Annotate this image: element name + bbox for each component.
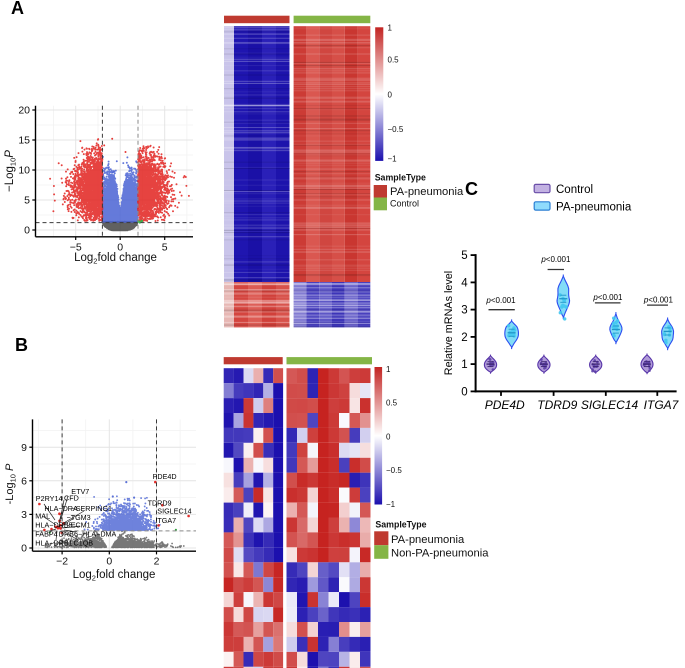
svg-text:0: 0 (21, 543, 27, 555)
svg-text:Log2fold change: Log2fold change (73, 569, 156, 583)
svg-text:ITGA7: ITGA7 (155, 516, 176, 525)
svg-text:p<0.001: p<0.001 (643, 296, 674, 305)
svg-text:1: 1 (386, 365, 391, 374)
svg-text:3: 3 (21, 509, 27, 521)
svg-text:10: 10 (18, 165, 30, 177)
svg-text:ITGA7: ITGA7 (644, 398, 680, 412)
svg-text:TDRD9: TDRD9 (148, 498, 172, 507)
svg-text:SIGLEC14: SIGLEC14 (157, 507, 191, 516)
svg-text:0: 0 (388, 91, 393, 100)
svg-text:DRB6−HLA−DMA: DRB6−HLA−DMA (59, 530, 117, 539)
svg-text:−SERPING1: −SERPING1 (72, 504, 113, 513)
svg-text:2: 2 (154, 556, 160, 568)
svg-text:−ECM1: −ECM1 (67, 521, 91, 530)
svg-text:PDE4D: PDE4D (153, 472, 177, 481)
svg-text:TDRD9: TDRD9 (537, 398, 577, 412)
svg-text:1: 1 (388, 24, 393, 33)
svg-text:0: 0 (461, 386, 467, 398)
svg-text:PA-pneumonia: PA-pneumonia (556, 201, 632, 213)
svg-text:C: C (465, 179, 478, 199)
svg-text:Non-PA-pneumonia: Non-PA-pneumonia (391, 548, 489, 560)
svg-text:5: 5 (162, 241, 168, 253)
svg-text:20: 20 (18, 105, 30, 117)
svg-text:A: A (11, 0, 24, 18)
svg-text:9: 9 (21, 442, 27, 454)
svg-text:SampleType: SampleType (375, 520, 426, 530)
svg-text:PDE4D: PDE4D (485, 398, 525, 412)
svg-text:6: 6 (21, 475, 27, 487)
svg-text:3: 3 (461, 305, 467, 317)
svg-text:0.5: 0.5 (388, 56, 400, 65)
svg-text:HLA−DRA: HLA−DRA (44, 504, 78, 513)
svg-text:15: 15 (18, 135, 30, 147)
svg-text:p<0.001: p<0.001 (485, 296, 516, 305)
svg-text:0: 0 (117, 241, 123, 253)
svg-text:−1: −1 (388, 155, 398, 164)
svg-text:Log2fold change: Log2fold change (74, 252, 157, 266)
svg-text:SampleType: SampleType (375, 173, 426, 183)
svg-text:0.5: 0.5 (386, 399, 398, 408)
svg-text:−0.5: −0.5 (386, 466, 402, 475)
svg-text:FABP4: FABP4 (35, 530, 57, 539)
svg-text:P2RY14: P2RY14 (36, 494, 63, 503)
svg-text:C1QB: C1QB (74, 539, 94, 548)
svg-text:0: 0 (106, 556, 112, 568)
svg-text:0: 0 (24, 225, 30, 237)
svg-text:−TGM3: −TGM3 (67, 513, 91, 522)
svg-text:4: 4 (461, 277, 468, 289)
svg-text:−Log10P: −Log10P (4, 150, 18, 192)
svg-text:-Log10 P: -Log10 P (4, 463, 18, 504)
svg-text:PA-pneumonia: PA-pneumonia (390, 186, 464, 198)
svg-text:p<0.001: p<0.001 (540, 255, 571, 264)
svg-text:−0.5: −0.5 (388, 125, 404, 134)
svg-text:SIGLEC14: SIGLEC14 (581, 398, 639, 412)
svg-text:0: 0 (386, 433, 391, 442)
svg-text:PA-pneumonia: PA-pneumonia (391, 534, 465, 546)
svg-text:−2: −2 (56, 556, 68, 568)
svg-text:B: B (15, 335, 28, 355)
svg-text:5: 5 (24, 195, 30, 207)
svg-text:Control: Control (390, 198, 419, 208)
svg-text:ETV7: ETV7 (71, 487, 89, 496)
svg-text:5: 5 (461, 250, 467, 262)
svg-text:2: 2 (461, 332, 467, 344)
svg-text:−5: −5 (70, 241, 82, 253)
svg-text:HLA−DRB5: HLA−DRB5 (35, 521, 72, 530)
svg-text:MAL: MAL (35, 512, 50, 521)
svg-text:CFD: CFD (64, 494, 79, 503)
svg-text:Control: Control (556, 184, 593, 196)
svg-text:Relative mRNAs level: Relative mRNAs level (443, 271, 455, 375)
svg-text:−1: −1 (386, 500, 396, 509)
svg-text:HLA−DRB1: HLA−DRB1 (35, 539, 72, 548)
svg-text:1: 1 (461, 359, 467, 371)
svg-text:p<0.001: p<0.001 (592, 293, 623, 302)
